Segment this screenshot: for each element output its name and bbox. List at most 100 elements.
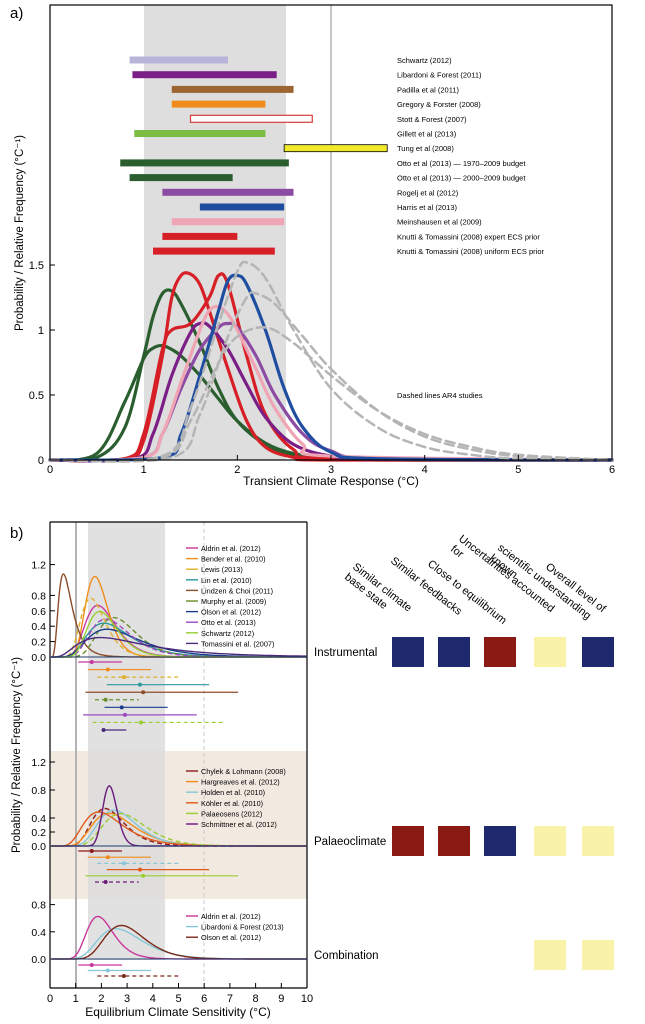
range-label: Libardoni & Forest (2011)	[397, 71, 482, 80]
x-tick-label: 5	[175, 993, 181, 1005]
x-tick-label: 7	[227, 993, 233, 1005]
range-label: Gillett et al (2013)	[397, 130, 457, 139]
range-bar	[189, 114, 313, 123]
curve	[48, 304, 614, 462]
range-marker	[105, 855, 110, 860]
y-tick-label: 0.8	[31, 590, 46, 602]
assessment-cell	[484, 826, 516, 856]
panel-b-y-ticks: 0.0 0.2 0.4 0.6 0.8 1.2 0.0 0.2 0.4 0.8 1.2 0.0 0.4 0…	[31, 560, 307, 966]
assessment-cell	[484, 637, 516, 667]
legend-label: Schwartz (2012)	[201, 629, 254, 638]
range-bar	[129, 174, 233, 182]
panel-a-x-axis-label: Transient Climate Response (°C)	[243, 474, 419, 488]
x-tick-label: 8	[253, 993, 259, 1005]
range-label: Otto et al (2013) — 2000–2009 budget	[397, 174, 526, 183]
curve	[48, 325, 614, 463]
range-marker	[137, 867, 142, 872]
x-tick-label: 6	[609, 464, 615, 476]
y-tick-label: 0.4	[31, 927, 46, 939]
range-marker	[101, 728, 106, 732]
legend-label: Köhler et al. (2010)	[201, 799, 263, 808]
range-bar	[162, 232, 238, 240]
range-label: Meinshausen et al (2009)	[397, 218, 482, 227]
range-marker	[105, 667, 110, 672]
y-tick-label: 0.8	[31, 900, 46, 912]
y-tick-label: 0.4	[31, 621, 46, 633]
x-tick-label: 1	[73, 993, 79, 1005]
panel-a-curves	[48, 260, 614, 463]
panel-b-legends: Aldrin et al. (2012) Bender et al. (2010)…	[186, 544, 286, 942]
range-marker	[141, 690, 146, 695]
panel-a-x-ticks: 0 1 2 3 4 5 6	[47, 455, 615, 476]
x-tick-label: 9	[278, 993, 284, 1005]
panel-b-likely-range	[88, 522, 165, 960]
assessment-cell	[582, 940, 614, 970]
assessment-cell	[534, 637, 566, 667]
legend-label: Hargreaves et al. (2012)	[201, 778, 280, 787]
range-marker	[89, 660, 94, 664]
range-bar	[120, 159, 289, 167]
legend-label: Holden et al. (2010)	[201, 788, 265, 797]
range-marker	[103, 697, 108, 702]
range-label: Gregory & Forster (2008)	[397, 100, 481, 109]
range-bar	[283, 144, 388, 153]
x-tick-label: 3	[124, 993, 130, 1005]
panel-b-y-axis-label: Probability / Relative Frequency (°C⁻¹)	[11, 657, 23, 853]
x-tick-label: 3	[328, 464, 334, 476]
panel-b-x-ticks: 0 1 2 3 4 5 6 7 8 9 10	[47, 983, 313, 1005]
range-label: Otto et al (2013) — 1970–2009 budget	[397, 159, 526, 168]
y-tick-label: 0	[38, 455, 44, 467]
legend-label: Lin et al. (2010)	[201, 576, 252, 585]
range-bar	[153, 247, 275, 255]
curve	[48, 291, 614, 463]
assessment-cell	[534, 940, 566, 970]
x-tick-label: 6	[201, 993, 207, 1005]
range-bar	[162, 188, 294, 196]
range-marker	[137, 682, 142, 687]
range-label: Harris et al (2013)	[397, 203, 458, 212]
range-marker	[121, 974, 126, 978]
panel-b-x-axis-label: Equilibrium Climate Sensitivity (°C)	[85, 1005, 271, 1019]
y-tick-label: 1.5	[29, 260, 44, 272]
y-tick-label: 0.2	[31, 637, 46, 649]
legend-label: Murphy et al. (2009)	[201, 597, 266, 606]
legend-label: Olson et al. (2012)	[201, 608, 261, 617]
legend-label: Libardoni & Forest (2013)	[201, 923, 284, 932]
row-label: Instrumental	[314, 647, 377, 659]
range-marker	[103, 880, 108, 884]
range-bar	[171, 100, 266, 108]
range-marker	[89, 963, 94, 967]
assessment-cell	[438, 826, 470, 856]
y-tick-label: 1.2	[31, 560, 46, 572]
panel-b-range-bars	[78, 660, 239, 978]
legend-label: Olson et al. (2012)	[201, 933, 261, 942]
x-tick-label: 4	[422, 464, 428, 476]
x-tick-label: 0	[47, 464, 53, 476]
x-tick-label: 10	[301, 993, 313, 1005]
legend-label: Tomassini et al. (2007)	[201, 639, 274, 648]
legend-label: Lewis (2013)	[201, 565, 243, 574]
legend-label: Bender et al. (2010)	[201, 555, 266, 564]
panel-b-label: b)	[10, 525, 23, 542]
row-label: Palaeoclimate	[314, 836, 386, 848]
panel-a-y-ticks: 0 0.5 1 1.5	[29, 260, 55, 467]
range-marker	[121, 861, 126, 866]
assessment-cell	[534, 826, 566, 856]
y-tick-label: 0.2	[31, 827, 46, 839]
x-tick-label: 1	[141, 464, 147, 476]
y-tick-label: 1.2	[31, 757, 46, 769]
range-bar	[129, 56, 228, 64]
y-tick-label: 0.8	[31, 785, 46, 797]
range-marker	[122, 712, 127, 717]
x-tick-label: 4	[150, 993, 156, 1005]
panel-a-annotation: Dashed lines AR4 studies	[397, 391, 483, 400]
y-tick-label: 0.0	[31, 652, 46, 664]
range-label: Knutti & Tomassini (2008) expert ECS pri…	[397, 232, 540, 241]
range-label: Stott & Forest (2007)	[397, 115, 467, 124]
range-marker	[141, 873, 146, 878]
range-bar	[134, 130, 266, 137]
y-tick-label: 0.0	[31, 841, 46, 853]
panel-a-y-axis-label: Probability / Relative Frequency (°C⁻¹)	[14, 135, 26, 331]
